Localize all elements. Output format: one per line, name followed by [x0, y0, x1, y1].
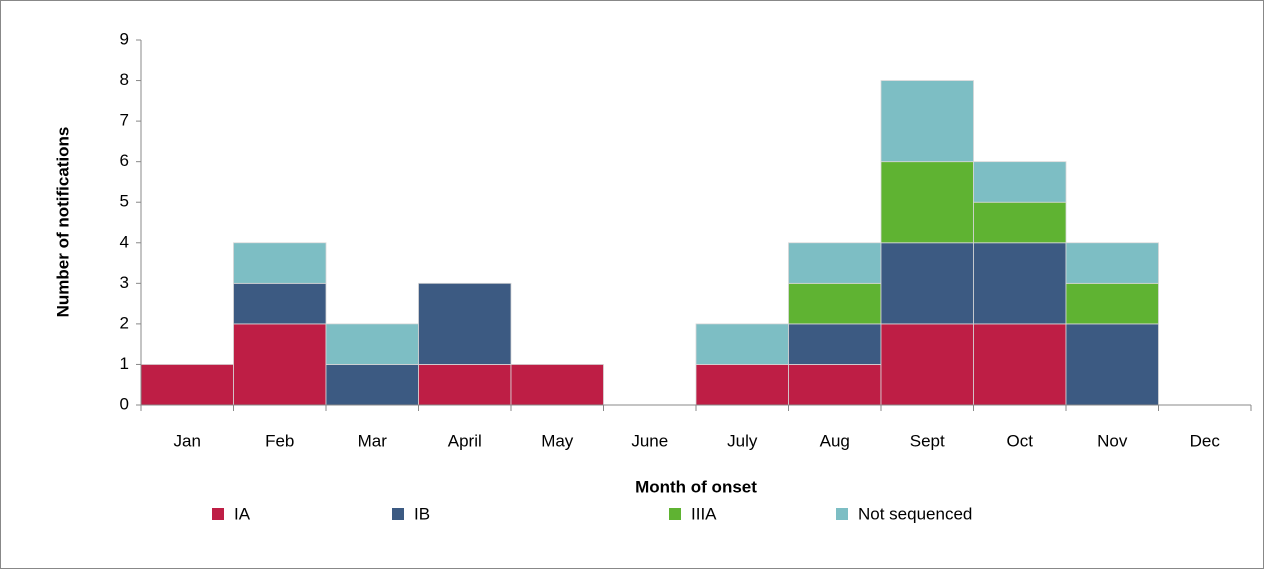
y-tick-label: 7 [120, 111, 129, 130]
bar-segment [695, 364, 789, 406]
bar-segment [1065, 323, 1159, 406]
y-tick-label: 8 [120, 70, 129, 89]
x-tick-label: Oct [1007, 431, 1034, 450]
y-tick-label: 6 [120, 151, 129, 170]
bar-segment [325, 323, 419, 365]
bar-segment [788, 323, 882, 365]
bar-segment [788, 364, 882, 406]
y-tick-label: 3 [120, 273, 129, 292]
x-tick-label: Mar [358, 431, 388, 450]
x-tick-label: Nov [1097, 431, 1128, 450]
legend-swatch [392, 508, 404, 520]
y-tick-label: 9 [120, 29, 129, 48]
x-tick-label: Jan [174, 431, 201, 450]
bar-segment [418, 364, 512, 406]
x-tick-label: April [448, 431, 482, 450]
x-tick-label: June [631, 431, 668, 450]
legend-label: IB [414, 504, 430, 523]
legend-label: Not sequenced [858, 504, 972, 523]
x-tick-label: Sept [910, 431, 945, 450]
y-tick-label: 4 [120, 232, 129, 251]
legend-swatch [212, 508, 224, 520]
bar-segment [880, 242, 974, 325]
bar-segment [973, 242, 1067, 325]
legend-swatch [669, 508, 681, 520]
bar-segment [140, 364, 234, 406]
bar-segment [695, 323, 789, 365]
bar-segment [418, 282, 512, 365]
y-axis-title: Number of notifications [53, 127, 72, 318]
bar-segment [880, 80, 974, 163]
bar-segment [973, 161, 1067, 203]
x-tick-label: Aug [820, 431, 850, 450]
bar-segment [325, 364, 419, 406]
bar-segment [973, 201, 1067, 244]
bar-segment [788, 242, 882, 284]
bar-segment [1065, 242, 1159, 284]
y-tick-label: 2 [120, 313, 129, 332]
bar-segment [973, 323, 1067, 406]
x-tick-label: May [541, 431, 574, 450]
bar-segment [788, 282, 882, 325]
bar-segment [233, 282, 327, 325]
bar-segment [1065, 282, 1159, 325]
y-tick-label: 0 [120, 394, 129, 413]
bar-segment [510, 364, 604, 406]
y-tick-label: 5 [120, 192, 129, 211]
x-tick-label: July [727, 431, 758, 450]
legend-swatch [836, 508, 848, 520]
y-tick-label: 1 [120, 354, 129, 373]
bar-segment [233, 323, 327, 406]
bar-segment [880, 323, 974, 406]
x-tick-label: Dec [1190, 431, 1221, 450]
x-tick-label: Feb [265, 431, 294, 450]
legend-label: IIIA [691, 504, 717, 523]
x-axis-title: Month of onset [635, 477, 757, 496]
bar-segment [233, 242, 327, 284]
bar-segment [880, 161, 974, 244]
legend-label: IA [234, 504, 251, 523]
